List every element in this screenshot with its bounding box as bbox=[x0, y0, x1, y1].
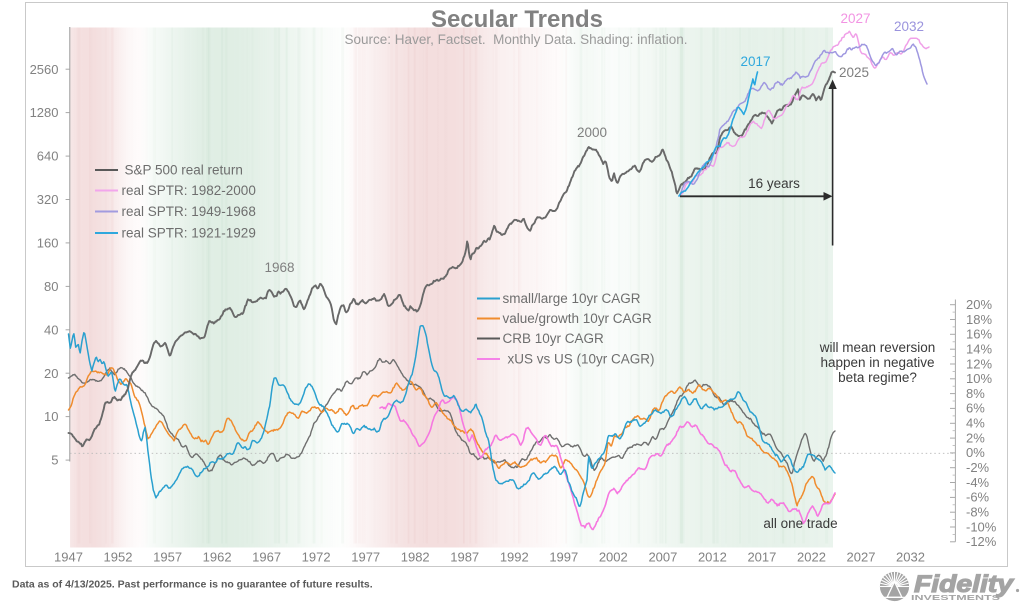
svg-text:2032: 2032 bbox=[894, 19, 924, 34]
svg-text:1962: 1962 bbox=[203, 550, 232, 565]
svg-text:10: 10 bbox=[44, 409, 58, 424]
svg-text:2032: 2032 bbox=[896, 550, 925, 565]
svg-text:1967: 1967 bbox=[252, 550, 281, 565]
svg-text:5: 5 bbox=[51, 453, 58, 468]
svg-text:2007: 2007 bbox=[648, 550, 677, 565]
svg-text:real SPTR: 1982-2000: real SPTR: 1982-2000 bbox=[122, 183, 256, 198]
svg-text:2025: 2025 bbox=[839, 65, 869, 80]
svg-text:20: 20 bbox=[44, 366, 58, 381]
svg-text:4%: 4% bbox=[966, 416, 985, 431]
svg-text:1982: 1982 bbox=[401, 550, 430, 565]
svg-text:1947: 1947 bbox=[54, 550, 83, 565]
svg-text:6%: 6% bbox=[966, 401, 985, 416]
svg-text:-2%: -2% bbox=[966, 460, 990, 475]
svg-text:real SPTR: 1949-1968: real SPTR: 1949-1968 bbox=[122, 204, 256, 219]
svg-text:value/growth 10yr CAGR: value/growth 10yr CAGR bbox=[503, 311, 653, 326]
svg-text:18%: 18% bbox=[966, 312, 992, 327]
svg-text:160: 160 bbox=[37, 236, 59, 251]
svg-text:2%: 2% bbox=[966, 430, 985, 445]
svg-text:1987: 1987 bbox=[450, 550, 479, 565]
svg-text:2017: 2017 bbox=[747, 550, 776, 565]
svg-text:14%: 14% bbox=[966, 342, 992, 357]
svg-text:Secular Trends: Secular Trends bbox=[431, 6, 603, 33]
svg-text:1957: 1957 bbox=[153, 550, 182, 565]
svg-text:1977: 1977 bbox=[351, 550, 380, 565]
svg-text:-6%: -6% bbox=[966, 490, 990, 505]
svg-text:2027: 2027 bbox=[840, 11, 870, 26]
svg-text:Data as of 4/13/2025. Past per: Data as of 4/13/2025. Past performance i… bbox=[12, 579, 373, 591]
svg-text:-12%: -12% bbox=[966, 534, 997, 549]
svg-text:real SPTR: 1921-1929: real SPTR: 1921-1929 bbox=[122, 226, 256, 241]
svg-text:20%: 20% bbox=[966, 297, 992, 312]
svg-text:80: 80 bbox=[44, 279, 58, 294]
svg-text:0%: 0% bbox=[966, 445, 985, 460]
svg-text:beta regime?: beta regime? bbox=[838, 370, 917, 385]
svg-text:Source: Haver, Factset. Month: Source: Haver, Factset. Monthly Data. Sh… bbox=[345, 32, 688, 47]
svg-text:2002: 2002 bbox=[599, 550, 628, 565]
svg-text:1968: 1968 bbox=[264, 260, 294, 275]
svg-text:-4%: -4% bbox=[966, 475, 990, 490]
svg-text:8%: 8% bbox=[966, 386, 985, 401]
svg-text:320: 320 bbox=[37, 192, 59, 207]
svg-text:1952: 1952 bbox=[104, 550, 133, 565]
svg-text:2017: 2017 bbox=[740, 54, 770, 69]
svg-text:2012: 2012 bbox=[698, 550, 727, 565]
svg-text:40: 40 bbox=[44, 322, 58, 337]
svg-text:Fidelity: Fidelity bbox=[914, 571, 1015, 598]
svg-text:-10%: -10% bbox=[966, 519, 997, 534]
svg-text:10%: 10% bbox=[966, 371, 992, 386]
svg-text:small/large 10yr CAGR: small/large 10yr CAGR bbox=[503, 291, 641, 306]
svg-text:16%: 16% bbox=[966, 327, 992, 342]
svg-text:640: 640 bbox=[37, 149, 59, 164]
svg-text:2022: 2022 bbox=[797, 550, 826, 565]
svg-text:xUS vs US (10yr CAGR): xUS vs US (10yr CAGR) bbox=[508, 352, 655, 367]
svg-text:all one trade: all one trade bbox=[763, 516, 837, 531]
svg-text:1972: 1972 bbox=[302, 550, 331, 565]
svg-text:2000: 2000 bbox=[577, 125, 607, 140]
svg-text:INVESTMENTS: INVESTMENTS bbox=[911, 593, 1000, 602]
svg-text:happen in negative: happen in negative bbox=[820, 355, 934, 370]
svg-text:1992: 1992 bbox=[500, 550, 529, 565]
svg-text:1280: 1280 bbox=[30, 105, 59, 120]
svg-text:2027: 2027 bbox=[847, 550, 876, 565]
svg-text:CRB 10yr CAGR: CRB 10yr CAGR bbox=[503, 331, 605, 346]
svg-text:2560: 2560 bbox=[30, 62, 59, 77]
svg-text:16 years: 16 years bbox=[748, 176, 800, 191]
svg-text:S&P 500 real return: S&P 500 real return bbox=[125, 163, 243, 178]
svg-text:-8%: -8% bbox=[966, 505, 990, 520]
svg-text:12%: 12% bbox=[966, 356, 992, 371]
svg-text:1997: 1997 bbox=[549, 550, 578, 565]
svg-text:will mean reversion: will mean reversion bbox=[819, 340, 936, 355]
